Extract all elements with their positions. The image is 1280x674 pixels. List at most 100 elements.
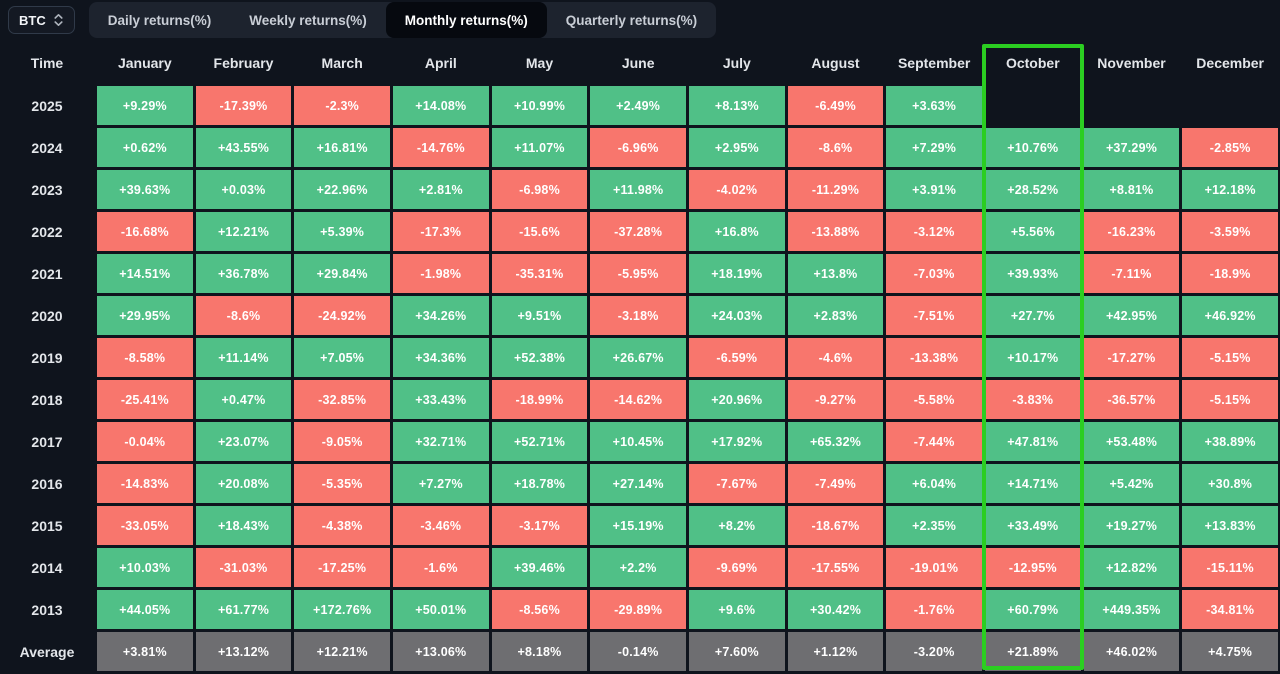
symbol-select[interactable]: BTC <box>8 6 75 34</box>
return-cell: +33.43% <box>392 380 489 419</box>
return-cell: +16.8% <box>688 212 785 251</box>
return-cell: +8.81% <box>1083 170 1180 209</box>
return-cell: +17.92% <box>688 422 785 461</box>
return-cell: +34.36% <box>392 338 489 377</box>
return-cell: -7.11% <box>1083 254 1180 293</box>
return-cell: +2.83% <box>787 296 884 335</box>
return-cell: +0.03% <box>195 170 292 209</box>
return-cell <box>1182 86 1278 125</box>
return-cell: +12.18% <box>1182 170 1278 209</box>
return-cell: -3.12% <box>886 212 982 251</box>
return-cell: +18.19% <box>688 254 785 293</box>
return-cell: +39.63% <box>97 170 193 209</box>
return-cell: +15.19% <box>590 506 686 545</box>
row-label: 2016 <box>31 475 63 492</box>
return-cell: +52.38% <box>491 338 588 377</box>
return-cell: -11.29% <box>787 170 884 209</box>
return-cell: +12.21% <box>294 632 390 671</box>
return-cell: -9.69% <box>688 548 785 587</box>
return-cell: -14.76% <box>392 128 489 167</box>
return-cell: -19.01% <box>886 548 982 587</box>
column-header-july: July <box>722 55 751 71</box>
return-cell: -3.20% <box>886 632 982 671</box>
returns-table: Time January February March April May June Jul… <box>0 40 1280 674</box>
return-cell: +8.2% <box>688 506 785 545</box>
table-row-2016: 2016 -14.83% +20.08% -5.35% +7.27% +18.78% +27… <box>0 464 1278 503</box>
return-cell: +2.35% <box>886 506 982 545</box>
row-label: 2013 <box>31 601 63 618</box>
return-cell: +3.91% <box>886 170 982 209</box>
return-cell: +7.29% <box>886 128 982 167</box>
return-cell: +11.98% <box>590 170 686 209</box>
return-cell: -7.51% <box>886 296 982 335</box>
return-cell: -36.57% <box>1083 380 1180 419</box>
return-cell: -4.6% <box>787 338 884 377</box>
row-label: 2019 <box>31 349 63 366</box>
return-cell: -5.15% <box>1182 380 1278 419</box>
return-cell: +18.78% <box>491 464 588 503</box>
row-label: 2018 <box>31 391 63 408</box>
return-cell: +42.95% <box>1083 296 1180 335</box>
row-label: 2022 <box>31 223 63 240</box>
return-cell: +46.02% <box>1083 632 1180 671</box>
table-row-2013: 2013 +44.05% +61.77% +172.76% +50.01% -8.56% -… <box>0 590 1278 629</box>
table-row-2025: 2025 +9.29% -17.39% -2.3% +14.08% +10.99% +2.4… <box>0 86 1278 125</box>
return-cell: +50.01% <box>392 590 489 629</box>
return-cell: -17.27% <box>1083 338 1180 377</box>
return-cell: +18.43% <box>195 506 292 545</box>
return-cell: +12.82% <box>1083 548 1180 587</box>
return-cell: -5.58% <box>886 380 982 419</box>
return-cell: -4.38% <box>294 506 390 545</box>
table-row-2019: 2019 -8.58% +11.14% +7.05% +34.36% +52.38% +26… <box>0 338 1278 377</box>
return-cell: +5.56% <box>984 212 1081 251</box>
row-label: 2014 <box>31 559 63 576</box>
return-cell: +2.2% <box>590 548 686 587</box>
return-cell: -6.59% <box>688 338 785 377</box>
return-cell: -3.17% <box>491 506 588 545</box>
return-cell: -29.89% <box>590 590 686 629</box>
return-cell: +11.14% <box>195 338 292 377</box>
return-cell: -9.27% <box>787 380 884 419</box>
return-cell: +8.18% <box>491 632 588 671</box>
return-cell: +20.96% <box>688 380 785 419</box>
row-label: 2023 <box>31 181 63 198</box>
return-cell: +47.81% <box>984 422 1081 461</box>
return-cell: -12.95% <box>984 548 1081 587</box>
return-cell: +27.14% <box>590 464 686 503</box>
return-cell: +39.93% <box>984 254 1081 293</box>
return-cell: -6.98% <box>491 170 588 209</box>
return-cell: -14.62% <box>590 380 686 419</box>
return-cell: +53.48% <box>1083 422 1180 461</box>
return-cell: +61.77% <box>195 590 292 629</box>
return-cell: +172.76% <box>294 590 390 629</box>
return-cell: -7.67% <box>688 464 785 503</box>
return-cell: +34.26% <box>392 296 489 335</box>
table-row-2014: 2014 +10.03% -31.03% -17.25% -1.6% +39.46% +2.… <box>0 548 1278 587</box>
return-cell: -3.46% <box>392 506 489 545</box>
return-cell: +29.84% <box>294 254 390 293</box>
return-cell: +2.49% <box>590 86 686 125</box>
column-header-time: Time <box>30 55 64 71</box>
return-cell: -17.3% <box>392 212 489 251</box>
return-cell: +3.81% <box>97 632 193 671</box>
return-cell: +37.29% <box>1083 128 1180 167</box>
return-cell: -1.98% <box>392 254 489 293</box>
toolbar: BTC Daily returns(%) Weekly returns(%) Mon… <box>0 0 1280 40</box>
return-cell: -35.31% <box>491 254 588 293</box>
tab-weekly[interactable]: Weekly returns(%) <box>230 2 386 38</box>
return-cell: -7.03% <box>886 254 982 293</box>
column-header-february: February <box>213 55 274 71</box>
return-cell: -37.28% <box>590 212 686 251</box>
return-cell: -6.49% <box>787 86 884 125</box>
return-cell: +0.62% <box>97 128 193 167</box>
tab-quarterly[interactable]: Quarterly returns(%) <box>547 2 716 38</box>
returns-tabs: Daily returns(%) Weekly returns(%) Monthly… <box>88 2 717 38</box>
return-cell: +30.42% <box>787 590 884 629</box>
tab-daily[interactable]: Daily returns(%) <box>89 2 231 38</box>
return-cell: -25.41% <box>97 380 193 419</box>
return-cell: -7.44% <box>886 422 982 461</box>
tab-monthly[interactable]: Monthly returns(%) <box>385 2 547 38</box>
return-cell: -17.25% <box>294 548 390 587</box>
return-cell: +10.17% <box>984 338 1081 377</box>
return-cell: +22.96% <box>294 170 390 209</box>
